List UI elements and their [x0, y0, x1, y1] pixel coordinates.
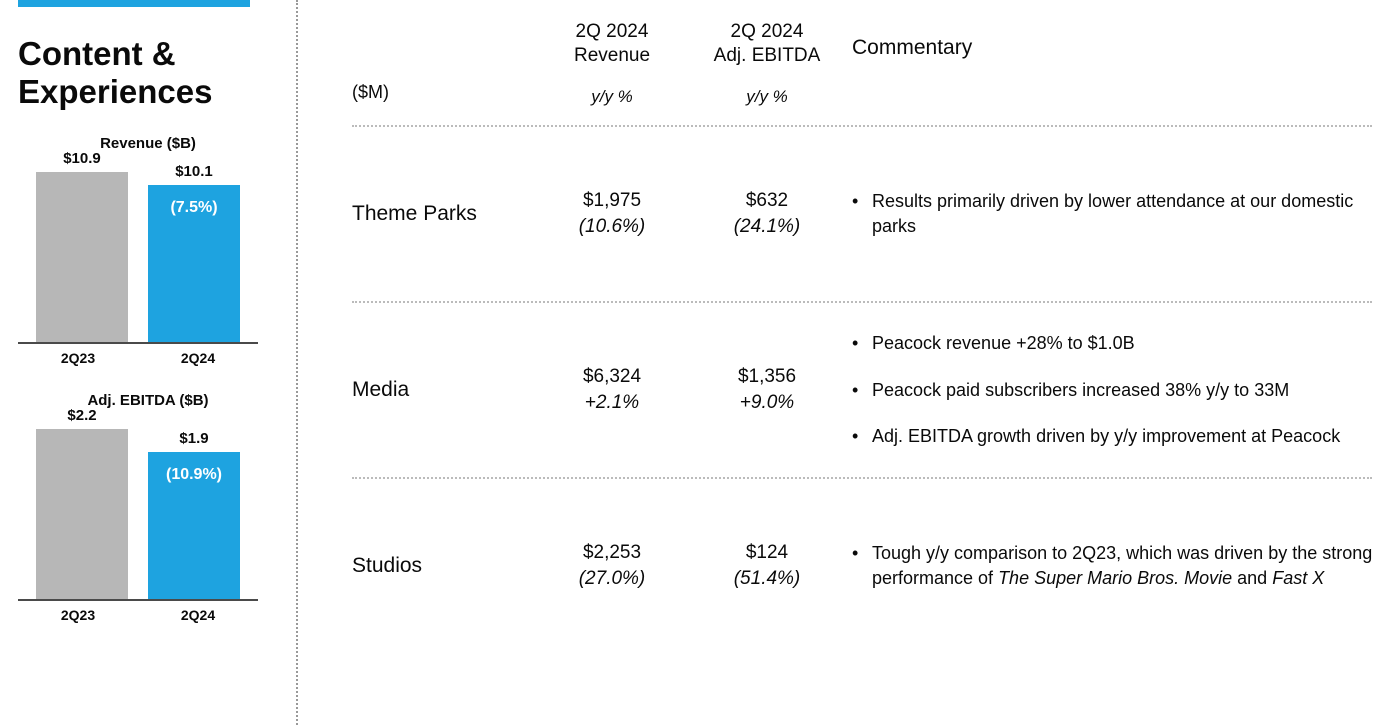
revenue-cell: $1,975 (10.6%)	[542, 188, 682, 239]
revenue-value: $1,975	[583, 190, 641, 211]
revenue-cell: $2,253 (27.0%)	[542, 540, 682, 591]
chart-ebitda-xlabels: 2Q232Q24	[18, 607, 258, 623]
bar-fill	[36, 172, 128, 342]
x-axis-label: 2Q24	[138, 607, 258, 623]
col-header-revenue-l2: Revenue	[574, 45, 650, 66]
segment-table: ($M) 2Q 2024 Revenue y/y % 2Q 2024 Adj. …	[352, 20, 1372, 653]
commentary-bullet: Peacock paid subscribers increased 38% y…	[872, 378, 1392, 402]
x-axis-label: 2Q24	[138, 350, 258, 366]
ebitda-pct: (51.4%)	[734, 568, 801, 589]
col-header-revenue: 2Q 2024 Revenue y/y %	[542, 20, 682, 107]
bar-value-label: $10.9	[36, 150, 128, 167]
table-row: Theme Parks$1,975(10.6%)$632(24.1%)Resul…	[352, 127, 1372, 301]
chart-ebitda: Adj. EBITDA ($B) $2.2$1.9(10.9%) 2Q232Q2…	[18, 392, 278, 623]
bar-pct-label: (7.5%)	[148, 199, 240, 217]
chart-revenue: Revenue ($B) $10.9$10.1(7.5%) 2Q232Q24	[18, 135, 278, 366]
ebitda-value: $1,356	[738, 366, 796, 387]
x-axis-label: 2Q23	[18, 350, 138, 366]
revenue-cell: $6,324 +2.1%	[542, 364, 682, 415]
ebitda-cell: $1,356 +9.0%	[692, 364, 842, 415]
ebitda-cell: $632 (24.1%)	[692, 188, 842, 239]
segment-name: Theme Parks	[352, 202, 532, 226]
page-title: Content & Experiences	[18, 35, 278, 111]
x-axis-label: 2Q23	[18, 607, 138, 623]
commentary-cell: Tough y/y comparison to 2Q23, which was …	[852, 541, 1392, 590]
segment-name: Media	[352, 378, 532, 402]
ebitda-value: $124	[746, 542, 788, 563]
commentary-bullet: Peacock revenue +28% to $1.0B	[872, 331, 1392, 355]
col-header-ebitda: 2Q 2024 Adj. EBITDA y/y %	[692, 20, 842, 107]
commentary-bullet: Results primarily driven by lower attend…	[872, 189, 1392, 238]
revenue-value: $6,324	[583, 366, 641, 387]
col-header-revenue-sub: y/y %	[542, 86, 682, 107]
bar: $1.9(10.9%)	[148, 452, 240, 599]
bar: $10.1(7.5%)	[148, 185, 240, 342]
col-header-revenue-l1: 2Q 2024	[576, 21, 649, 42]
segment-name: Studios	[352, 554, 532, 578]
unit-label: ($M)	[352, 82, 532, 107]
ebitda-cell: $124 (51.4%)	[692, 540, 842, 591]
vertical-divider	[296, 0, 298, 725]
bar-value-label: $10.1	[148, 163, 240, 180]
left-panel: Content & Experiences Revenue ($B) $10.9…	[18, 0, 278, 649]
ebitda-pct: +9.0%	[740, 392, 794, 413]
col-header-ebitda-sub: y/y %	[692, 86, 842, 107]
revenue-pct: (27.0%)	[579, 568, 646, 589]
chart-revenue-xlabels: 2Q232Q24	[18, 350, 258, 366]
right-panel: ($M) 2Q 2024 Revenue y/y % 2Q 2024 Adj. …	[352, 20, 1372, 653]
bar: $10.9	[36, 172, 128, 342]
table-row: Studios$2,253(27.0%)$124(51.4%)Tough y/y…	[352, 479, 1372, 653]
ebitda-pct: (24.1%)	[734, 216, 801, 237]
revenue-pct: +2.1%	[585, 392, 639, 413]
commentary-cell: Results primarily driven by lower attend…	[852, 189, 1392, 238]
col-header-ebitda-l1: 2Q 2024	[731, 21, 804, 42]
ebitda-value: $632	[746, 190, 788, 211]
table-header-row: ($M) 2Q 2024 Revenue y/y % 2Q 2024 Adj. …	[352, 20, 1372, 125]
bar-fill	[36, 429, 128, 599]
table-row: Media$6,324+2.1%$1,356+9.0%Peacock reven…	[352, 303, 1372, 477]
commentary-bullet: Adj. EBITDA growth driven by y/y improve…	[872, 424, 1392, 448]
bar: $2.2	[36, 429, 128, 599]
bar-pct-label: (10.9%)	[148, 466, 240, 484]
revenue-value: $2,253	[583, 542, 641, 563]
chart-revenue-bars: $10.9$10.1(7.5%)	[18, 164, 258, 344]
col-header-commentary: Commentary	[852, 20, 1392, 60]
accent-bar	[18, 0, 250, 7]
revenue-pct: (10.6%)	[579, 216, 646, 237]
commentary-cell: Peacock revenue +28% to $1.0B Peacock pai…	[852, 331, 1392, 448]
bar-value-label: $2.2	[36, 407, 128, 424]
commentary-bullet: Tough y/y comparison to 2Q23, which was …	[872, 541, 1392, 590]
col-header-ebitda-l2: Adj. EBITDA	[714, 45, 821, 66]
chart-ebitda-bars: $2.2$1.9(10.9%)	[18, 421, 258, 601]
bar-value-label: $1.9	[148, 430, 240, 447]
